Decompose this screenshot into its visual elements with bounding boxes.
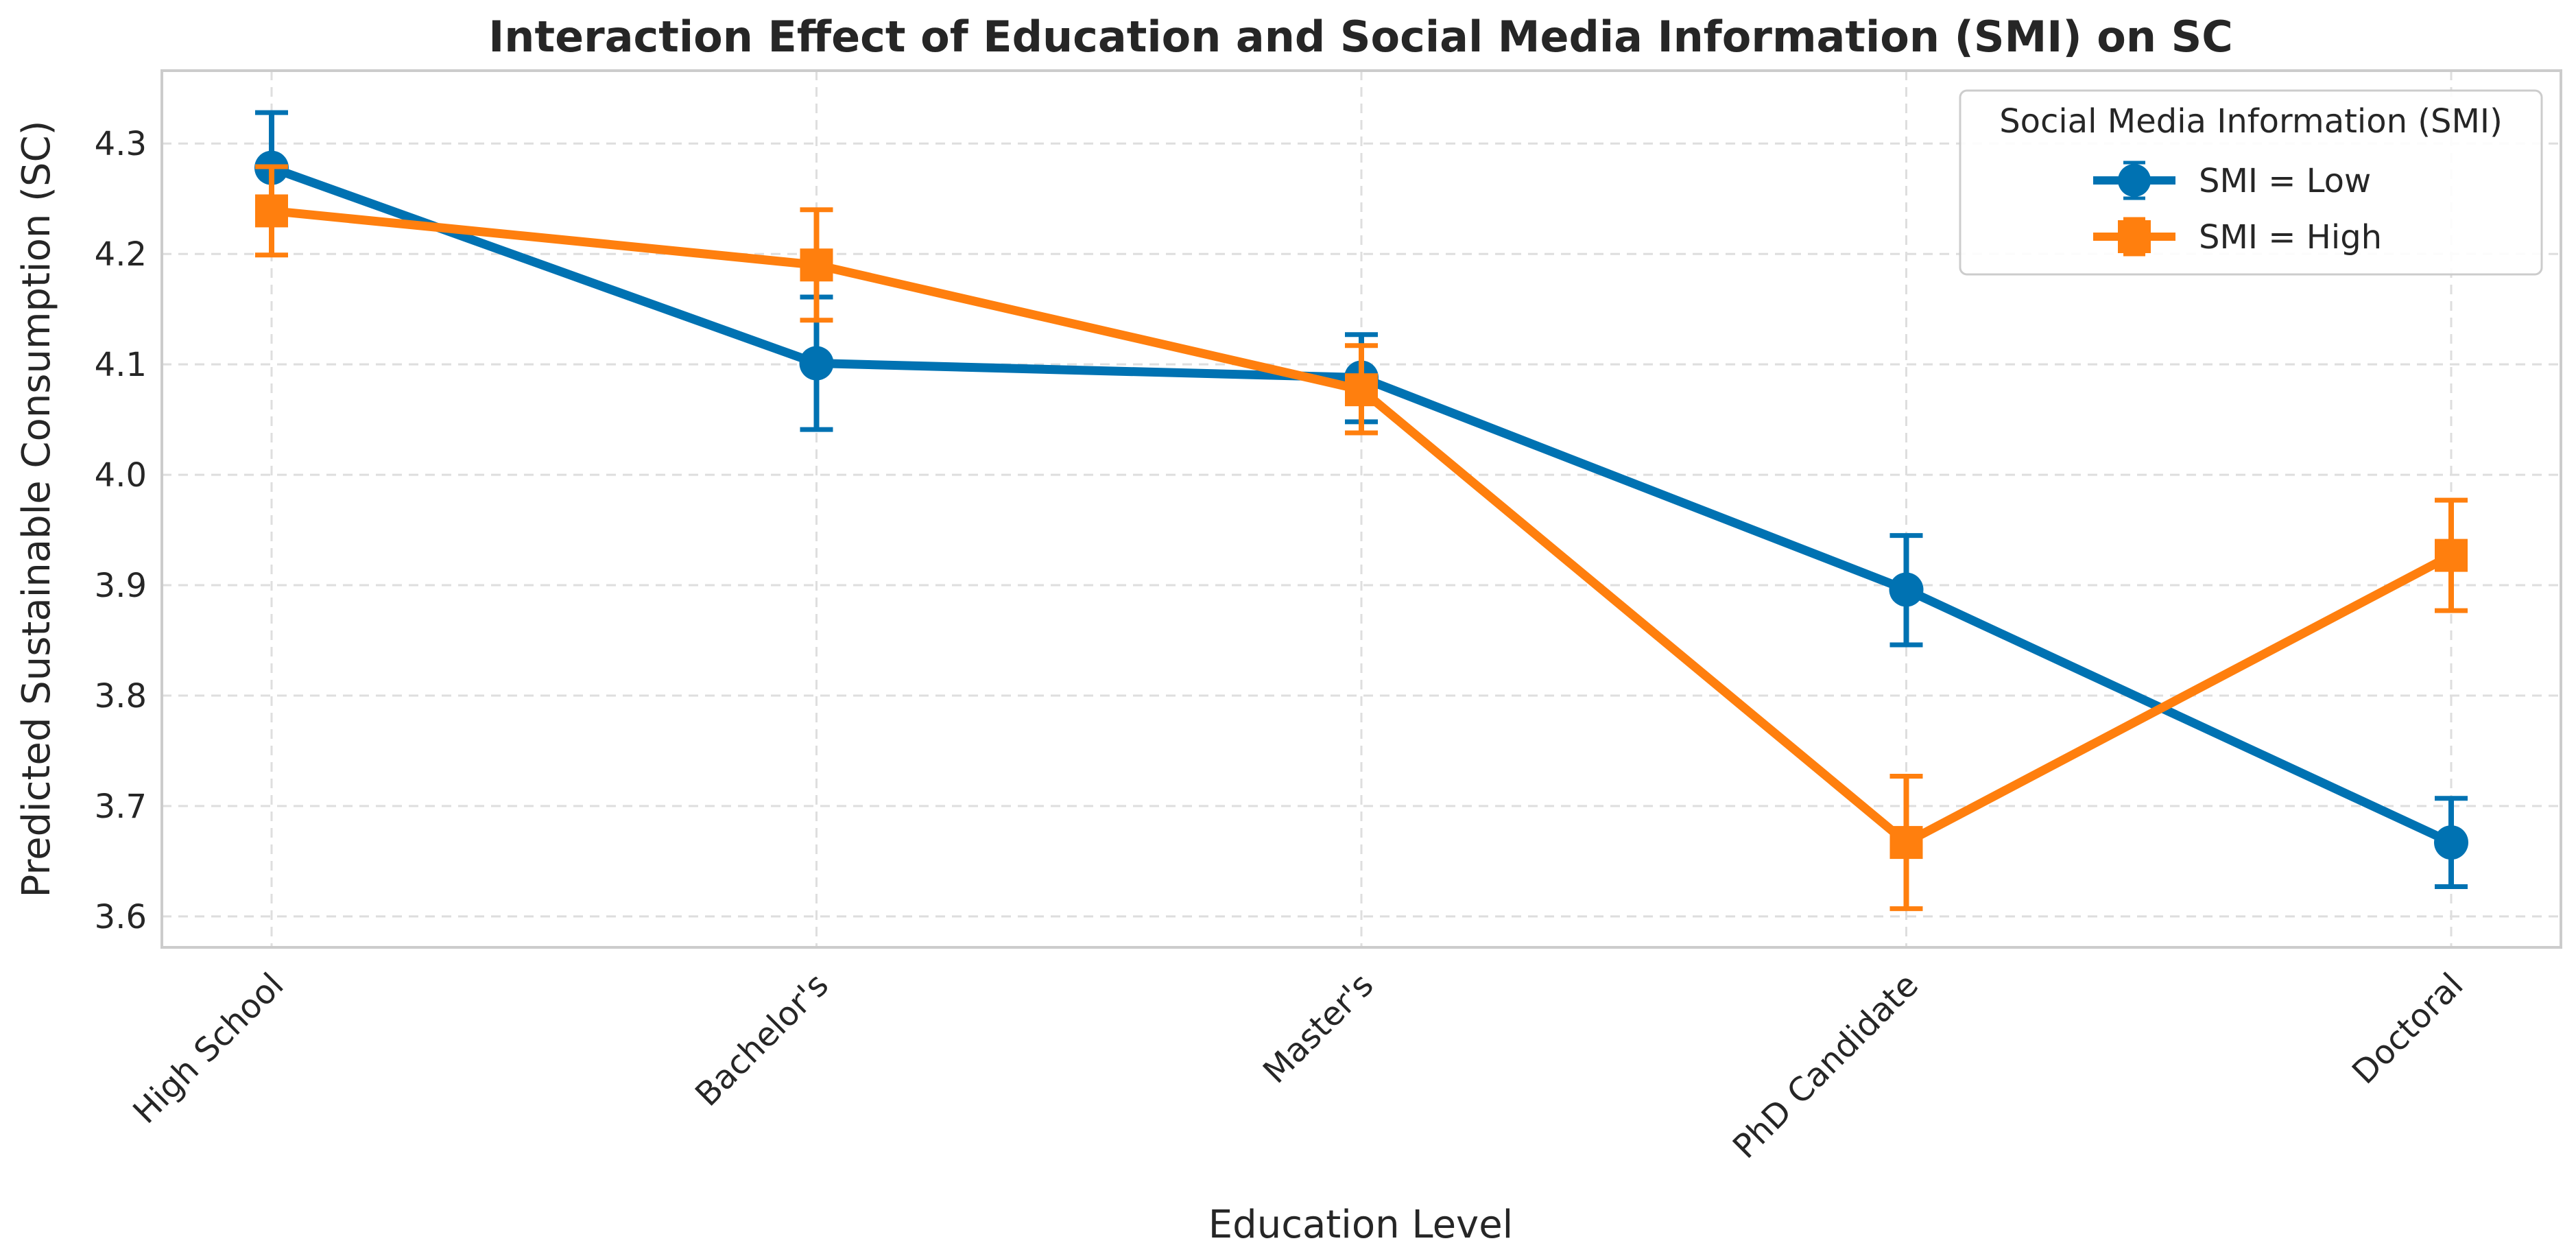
- data-point: [799, 346, 834, 381]
- x-axis-label: Education Level: [1208, 1203, 1513, 1247]
- y-tick-label: 3.8: [95, 677, 147, 715]
- y-tick-label: 3.7: [95, 788, 147, 826]
- series-layer: [254, 110, 2468, 912]
- data-point: [255, 194, 288, 228]
- plot-frame: [160, 69, 2562, 949]
- y-tick-label: 3.9: [95, 567, 147, 605]
- chart-title: Interaction Effect of Education and Soci…: [488, 12, 2233, 62]
- y-tick-label: 4.1: [95, 346, 147, 384]
- y-tick-label: 4.0: [95, 456, 147, 495]
- y-tick-label: 4.3: [95, 125, 147, 163]
- data-point: [800, 248, 833, 282]
- data-point: [1889, 572, 1924, 607]
- y-tick-label: 3.6: [95, 898, 147, 936]
- legend-entries: SMI = Low SMI = High: [2093, 161, 2382, 257]
- legend-frame: [1959, 89, 2543, 276]
- data-point: [1345, 373, 1378, 407]
- y-tick-label: 4.2: [95, 235, 147, 274]
- series-smi-high: [255, 164, 2468, 912]
- legend-entry: SMI = Low: [2093, 161, 2371, 200]
- legend-label: SMI = High: [2199, 218, 2382, 257]
- data-point: [2435, 539, 2468, 572]
- legend: Social Media Information (SMI) SMI = Low…: [1959, 89, 2543, 276]
- y-axis-label: Predicted Sustainable Consumption (SC): [14, 121, 59, 898]
- y-tick-labels: 3.6 3.7 3.8 3.9 4.0 4.1 4.2 4.3: [95, 125, 147, 936]
- data-point: [1889, 826, 1923, 860]
- legend-title: Social Media Information (SMI): [1999, 102, 2503, 141]
- data-point: [2434, 825, 2468, 860]
- legend-marker: [2118, 164, 2151, 197]
- legend-marker: [2118, 220, 2151, 253]
- legend-label: SMI = Low: [2199, 162, 2371, 200]
- legend-entry: SMI = High: [2093, 217, 2382, 257]
